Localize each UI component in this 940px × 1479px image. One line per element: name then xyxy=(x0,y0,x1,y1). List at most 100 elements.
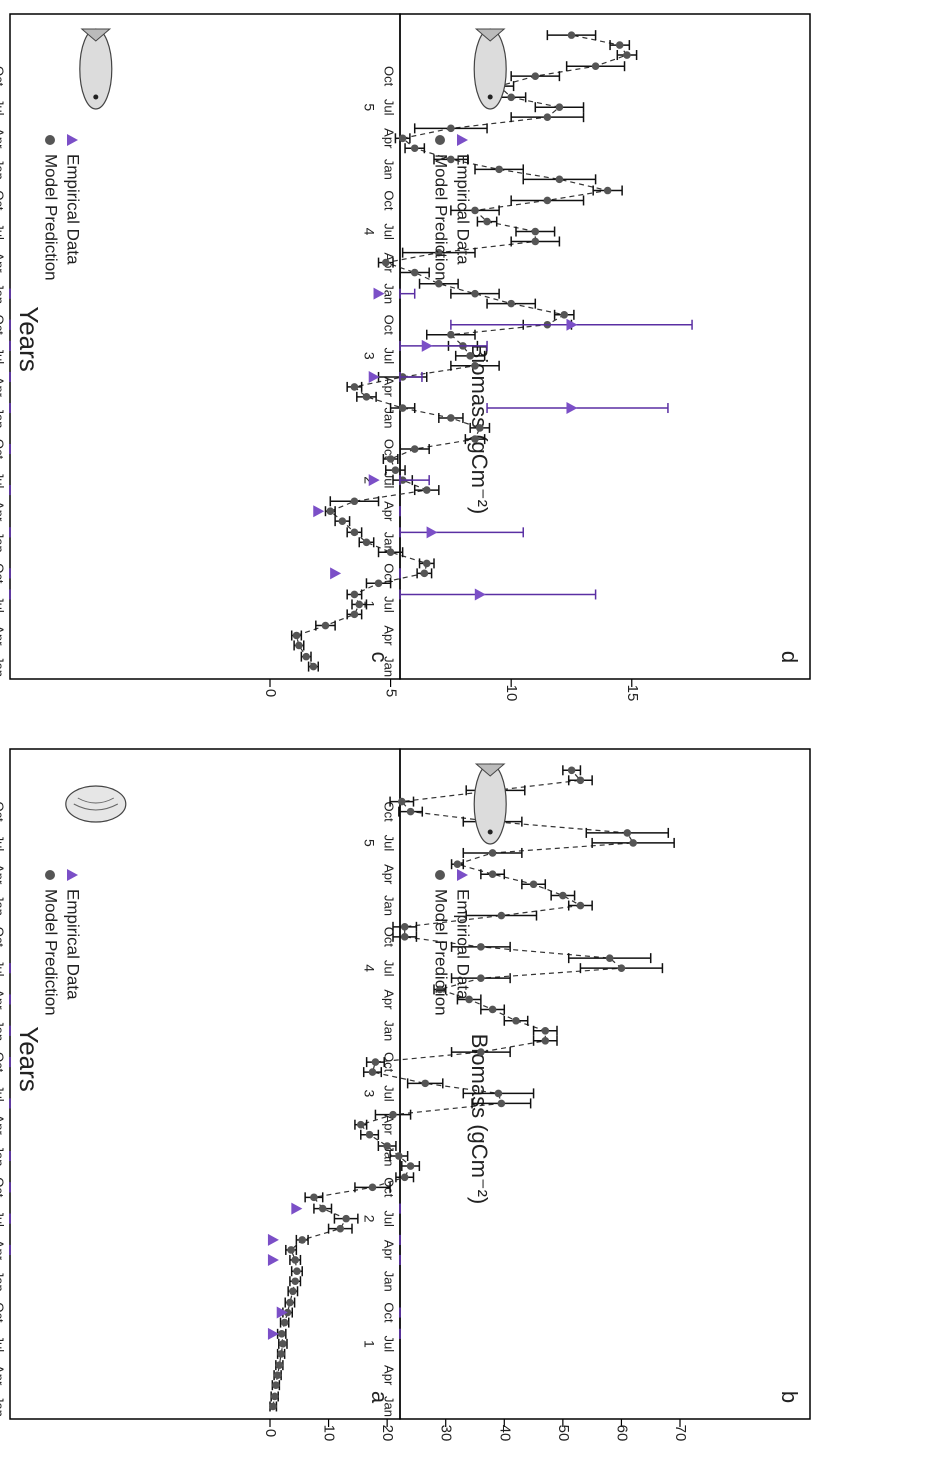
y-tick-label: 5 xyxy=(383,689,400,697)
month-tick-label: Jan xyxy=(0,1020,7,1041)
month-tick-label: Jul xyxy=(0,1210,7,1227)
model-point xyxy=(291,1277,299,1286)
model-point xyxy=(391,466,400,474)
model-point xyxy=(269,1402,277,1411)
month-tick-label: Jul xyxy=(382,223,397,240)
panel-b: 0 10 20 30 40 50 60 70 Jan Apr Jul Oct 1 Jan Apr Jul Oct… xyxy=(262,748,811,1442)
legend-empirical-label: Empirical Data xyxy=(454,889,473,1000)
legend-model-marker xyxy=(435,135,445,145)
croaker-fish-icon xyxy=(79,28,113,110)
month-tick-label: Jan xyxy=(382,283,397,304)
model-point xyxy=(272,1381,280,1389)
month-tick-label: Jan xyxy=(0,1396,7,1417)
year-tick-label: 3 xyxy=(361,1089,377,1097)
model-point xyxy=(410,445,419,453)
model-point xyxy=(623,51,631,59)
model-point xyxy=(471,435,479,443)
model-point xyxy=(350,497,359,506)
model-point xyxy=(555,103,564,112)
month-tick-label: Apr xyxy=(382,864,397,885)
month-tick-label: Apr xyxy=(0,501,7,522)
month-tick-label: Jul xyxy=(0,348,7,365)
year-tick-label: 5 xyxy=(361,839,377,847)
legend-model-marker xyxy=(45,870,55,880)
legend-empirical-label: Empirical Data xyxy=(64,889,83,1000)
model-point xyxy=(365,1130,374,1139)
model-point xyxy=(289,1287,297,1296)
month-tick-label: Jan xyxy=(0,283,7,304)
empirical-point xyxy=(313,505,325,518)
month-tick-label: Jul xyxy=(0,472,7,489)
y-tick-label: 10 xyxy=(321,1425,338,1442)
month-tick-label: Jan xyxy=(0,407,7,428)
year-tick-label: 2 xyxy=(361,1215,377,1223)
month-tick-label: Apr xyxy=(382,377,397,398)
month-tick-label: Jul xyxy=(382,596,397,613)
model-point xyxy=(400,1173,409,1182)
model-point xyxy=(497,911,506,920)
legend-empirical-label: Empirical Data xyxy=(454,154,473,265)
model-point xyxy=(494,1089,503,1098)
month-tick-label: Jul xyxy=(0,99,7,116)
model-point xyxy=(287,1246,295,1254)
model-point xyxy=(342,1214,350,1223)
legend-model-marker xyxy=(45,135,55,145)
empirical-point xyxy=(368,474,380,487)
month-tick-label: Oct xyxy=(382,66,397,87)
model-point xyxy=(410,144,419,153)
month-tick-label: Apr xyxy=(0,377,7,398)
model-point xyxy=(560,311,569,319)
panel-letter: c xyxy=(367,652,392,663)
model-point xyxy=(338,517,347,525)
model-point xyxy=(368,1183,377,1192)
goby-fish-icon xyxy=(473,763,507,845)
legend-empirical-marker xyxy=(457,869,468,881)
model-point xyxy=(336,1224,345,1233)
ylabel-right: Biomass (gCm⁻²) xyxy=(467,1034,492,1205)
panel-letter: a xyxy=(367,1391,392,1404)
model-point xyxy=(507,93,515,102)
model-point xyxy=(447,155,455,164)
model-point xyxy=(483,217,491,226)
month-tick-label: Oct xyxy=(382,315,397,336)
empirical-point xyxy=(330,567,342,580)
model-point xyxy=(605,954,614,962)
model-point xyxy=(576,776,585,785)
month-tick-label: Apr xyxy=(0,128,7,149)
model-point xyxy=(398,404,407,412)
month-tick-label: Apr xyxy=(382,989,397,1010)
model-point xyxy=(471,206,479,215)
model-point xyxy=(591,62,600,71)
year-tick-label: 1 xyxy=(361,1340,377,1348)
model-point xyxy=(453,860,462,869)
legend-model-marker xyxy=(435,870,445,880)
month-tick-label: Oct xyxy=(0,315,7,336)
model-point xyxy=(273,1371,282,1379)
model-point xyxy=(447,124,455,133)
legend-model-label: Model Prediction xyxy=(432,889,451,1016)
panel-frame xyxy=(9,748,401,1420)
model-point xyxy=(421,1079,430,1088)
model-point xyxy=(406,807,415,816)
model-point xyxy=(277,1330,286,1338)
panel-letter: d xyxy=(777,651,802,663)
month-tick-label: Jul xyxy=(0,596,7,613)
model-point xyxy=(302,652,310,661)
month-tick-label: Oct xyxy=(0,1302,7,1323)
month-tick-label: Jan xyxy=(382,656,397,677)
model-point xyxy=(555,175,564,184)
month-tick-label: Apr xyxy=(382,625,397,646)
month-tick-label: Apr xyxy=(0,625,7,646)
model-point xyxy=(374,579,383,588)
y-tick-label: 30 xyxy=(438,1425,455,1442)
month-tick-label: Oct xyxy=(382,439,397,460)
weakfish-icon xyxy=(473,28,507,110)
model-point xyxy=(497,1099,506,1108)
month-tick-label: Apr xyxy=(0,989,7,1010)
month-tick-label: Jan xyxy=(382,1146,397,1167)
month-tick-label: Jan xyxy=(382,407,397,428)
legend-empirical-marker xyxy=(67,134,78,146)
model-point xyxy=(512,1016,520,1025)
month-tick-label: Jan xyxy=(0,159,7,180)
month-tick-label: Jul xyxy=(382,1336,397,1353)
